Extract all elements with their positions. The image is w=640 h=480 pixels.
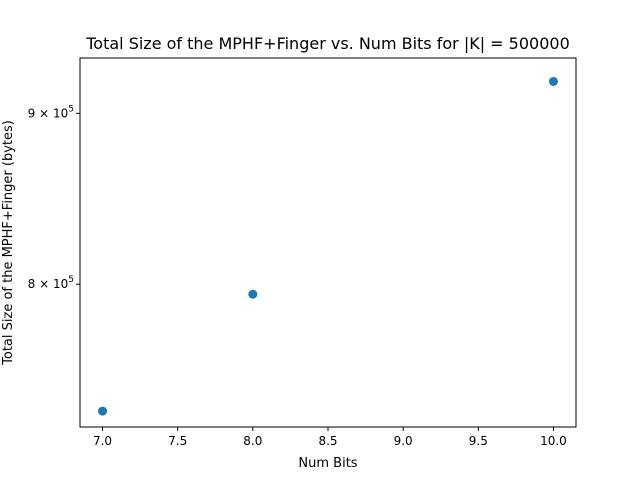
x-tick-label: 7.5 <box>168 434 187 448</box>
y-tick-label: 9 × 105 <box>28 104 74 120</box>
x-tick-label: 8.5 <box>318 434 337 448</box>
x-tick-label: 7.0 <box>93 434 112 448</box>
data-point <box>98 406 108 416</box>
x-tick-label: 10.0 <box>540 434 567 448</box>
y-tick-label: 8 × 105 <box>28 275 74 291</box>
x-tick-label: 9.0 <box>394 434 413 448</box>
x-axis: 7.0 7.5 8.0 8.5 9.0 9.5 10.0 <box>93 427 567 448</box>
data-point <box>548 76 558 86</box>
data-point <box>248 289 258 299</box>
plot-area <box>98 76 558 416</box>
axes-frame <box>79 57 577 428</box>
chart-title: Total Size of the MPHF+Finger vs. Num Bi… <box>85 34 570 53</box>
x-tick-label: 8.0 <box>243 434 262 448</box>
y-axis-label: Total Size of the MPHF+Finger (bytes) <box>1 120 16 366</box>
x-tick-label: 9.5 <box>469 434 488 448</box>
x-axis-label: Num Bits <box>298 456 357 471</box>
y-axis: 8 × 105 9 × 105 <box>28 104 80 291</box>
